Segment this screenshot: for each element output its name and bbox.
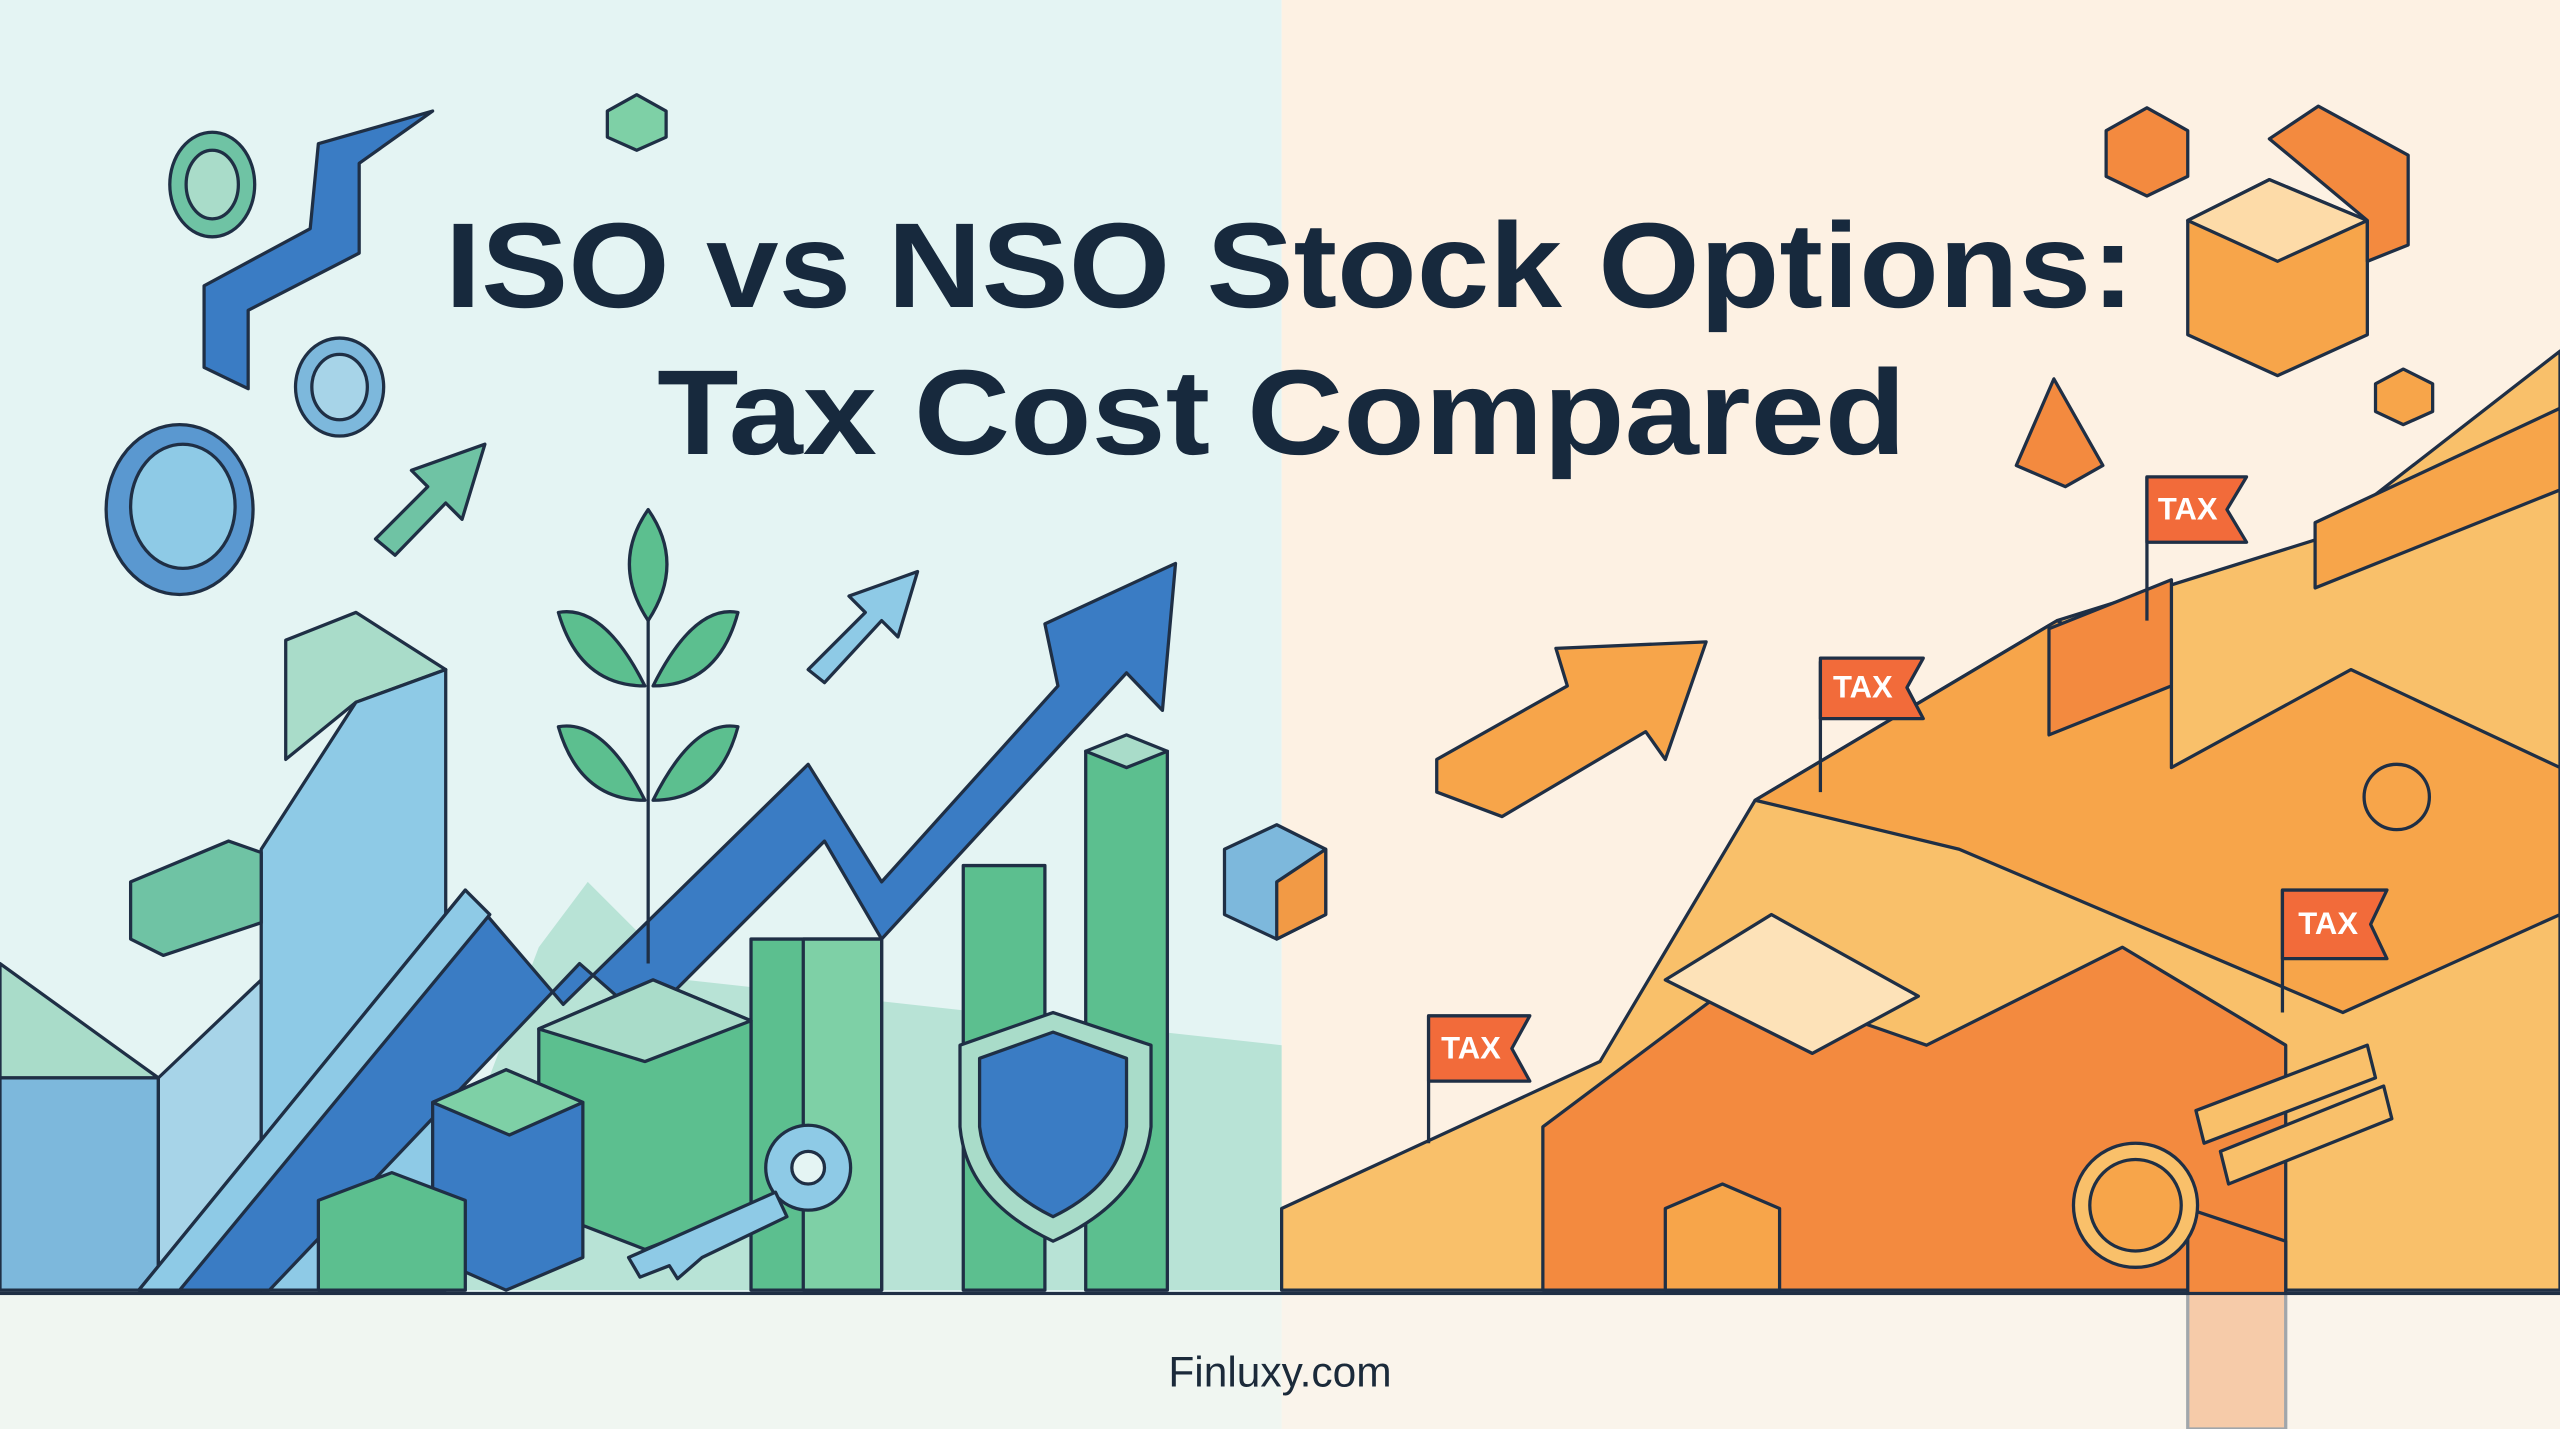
leaf	[627, 507, 669, 623]
tiny-cube	[2373, 367, 2435, 427]
bar-top	[1084, 733, 1169, 770]
coin-face	[184, 148, 240, 221]
flag	[2145, 475, 2249, 544]
platform	[1663, 912, 1921, 1056]
tower-top	[284, 610, 448, 762]
coin-face	[2088, 1157, 2183, 1253]
floating-block	[128, 839, 263, 958]
title-line: ISO vs NSO Stock Options:	[445, 198, 2135, 333]
growth-arrow	[137, 561, 1178, 1292]
step	[2194, 1043, 2378, 1145]
coin-face	[128, 442, 237, 570]
flag-label: TAX	[2158, 491, 2218, 526]
footer-band	[0, 1295, 2560, 1429]
small-arrow	[806, 569, 920, 685]
zigzag-step	[202, 109, 435, 391]
flag-label: TAX	[2298, 906, 2358, 941]
step	[2218, 1084, 2394, 1186]
small-cube-side	[1275, 847, 1328, 941]
arrow-face	[137, 888, 492, 1292]
left-illustration	[0, 93, 1328, 1292]
title-line: Tax Cost Compared	[657, 345, 1906, 480]
key-shaft	[626, 1190, 789, 1281]
cube	[2267, 104, 2410, 263]
block	[0, 1076, 160, 1292]
tiny-cube	[605, 93, 668, 152]
shield-inner	[977, 1030, 1129, 1219]
cube	[2104, 106, 2190, 198]
pie-icon	[2362, 762, 2432, 832]
flag-label: TAX	[1441, 1030, 1501, 1065]
small-arrow	[373, 442, 487, 557]
leaf	[651, 610, 740, 688]
flag	[2280, 888, 2389, 961]
leaf	[556, 724, 647, 802]
key-hole	[790, 1149, 827, 1186]
bar-side	[801, 937, 884, 1292]
orange-arrow	[1435, 640, 1708, 819]
footer-brand: Finluxy.com	[1168, 1349, 1391, 1396]
leaf	[556, 610, 647, 688]
flag	[1818, 656, 1925, 721]
coin-face	[310, 352, 369, 422]
flag-label: TAX	[1833, 669, 1893, 704]
step	[2313, 406, 2560, 590]
cube	[316, 1170, 467, 1292]
flag	[1426, 1014, 1532, 1083]
step	[2047, 578, 2174, 737]
flag-labels: TAX TAX TAX TAX	[1441, 491, 2358, 1065]
cube-top	[537, 978, 753, 1064]
cube	[1663, 1182, 1782, 1292]
cube-top	[431, 1068, 585, 1137]
leaf	[651, 724, 740, 802]
pyramid	[2014, 377, 2105, 489]
